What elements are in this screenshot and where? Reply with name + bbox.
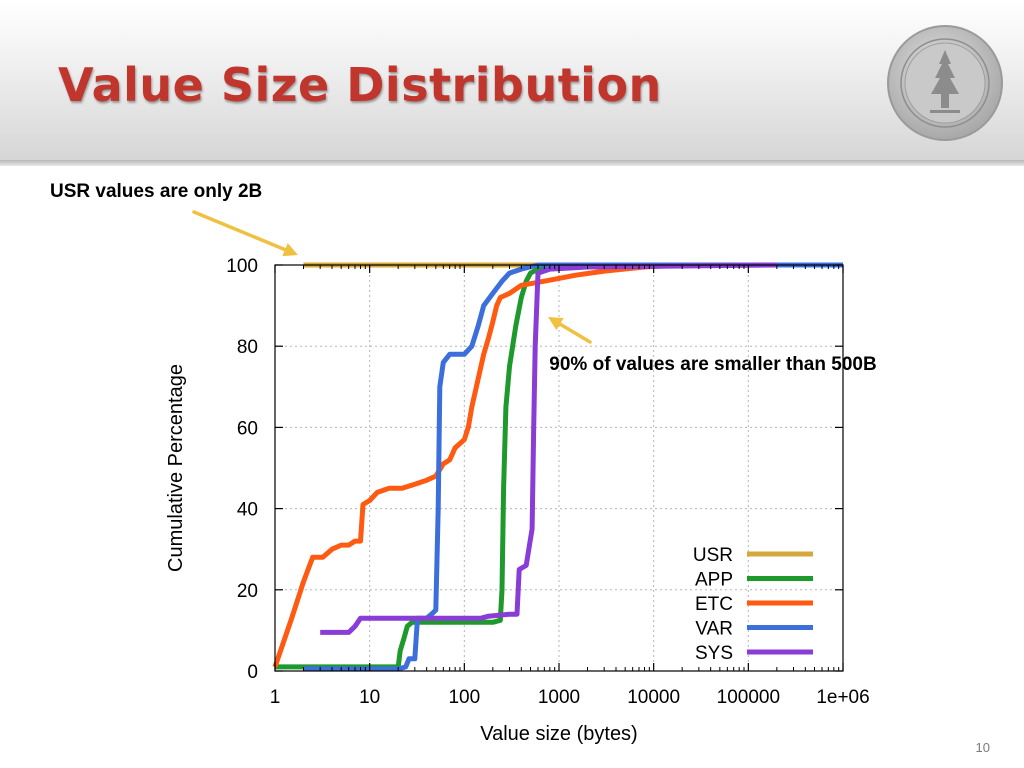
header-divider	[0, 160, 1024, 166]
x-tick-label: 100	[448, 687, 480, 708]
x-axis-label: Value size (bytes)	[480, 723, 637, 745]
legend-label-usr: USR	[693, 545, 733, 566]
legend-label-var: VAR	[695, 619, 733, 640]
y-tick-label: 80	[237, 337, 258, 358]
percentile-arrow-icon	[548, 317, 592, 344]
series-line-app	[275, 262, 843, 670]
series-line-etc	[272, 262, 843, 668]
series-line-sys	[320, 262, 777, 635]
usr-arrow-icon	[192, 210, 298, 257]
y-tick-label: 20	[237, 581, 258, 602]
slide-header	[0, 0, 1024, 160]
slide-number: 10	[975, 740, 990, 755]
chart-legend: USR APP ETC VAR SYS	[693, 545, 813, 664]
series-lines	[272, 262, 843, 672]
x-tick-label: 1000	[538, 687, 580, 708]
legend-label-app: APP	[695, 570, 733, 591]
x-tick-label: 1	[270, 687, 281, 708]
slide-title: Value Size Distribution	[58, 58, 662, 112]
axis-ticks: 1 10 100 1000 10000 100000 1e+06 0 20 40 60 80 100	[226, 256, 869, 708]
legend-label-sys: SYS	[695, 643, 733, 664]
annotation-arrows	[192, 210, 592, 344]
series-line-var	[303, 262, 843, 672]
x-tick-label: 10000	[627, 687, 680, 708]
y-tick-label: 100	[226, 256, 258, 277]
y-tick-label: 40	[237, 500, 258, 521]
y-tick-label: 60	[237, 418, 258, 439]
usr-annotation: USR values are only 2B	[50, 181, 263, 202]
percentile-annotation: 90% of values are smaller than 500B	[549, 354, 877, 375]
y-tick-label: 0	[247, 662, 258, 683]
y-axis-label: Cumulative Percentage	[165, 364, 187, 572]
university-seal-icon	[887, 25, 1003, 141]
grid-lines	[275, 265, 843, 671]
x-tick-label: 10	[359, 687, 380, 708]
x-tick-label: 100000	[717, 687, 780, 708]
x-tick-label: 1e+06	[816, 687, 869, 708]
legend-label-etc: ETC	[695, 594, 733, 615]
